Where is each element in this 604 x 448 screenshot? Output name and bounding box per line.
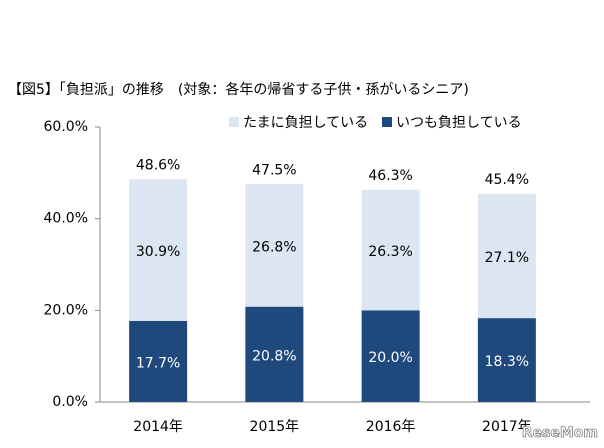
value-label: 20.0% <box>368 350 412 366</box>
value-label: 27.1% <box>485 250 529 266</box>
bar-segment <box>245 306 304 402</box>
value-label: 18.3% <box>485 354 529 370</box>
total-label: 46.3% <box>368 168 412 184</box>
value-label: 26.3% <box>368 244 412 260</box>
bar-segment <box>361 189 420 311</box>
value-label: 17.7% <box>136 355 180 371</box>
watermark: ReseMom <box>522 425 598 441</box>
legend-label: いつも負担している <box>396 115 522 131</box>
value-label: 26.8% <box>252 239 296 255</box>
total-label: 45.4% <box>485 172 529 188</box>
bar-segment <box>477 318 536 402</box>
y-tick-label: 0.0% <box>52 394 88 410</box>
bar-segment <box>129 179 188 321</box>
y-tick-label: 40.0% <box>44 211 88 227</box>
bar-segment <box>477 193 536 319</box>
x-tick-label: 2016年 <box>366 419 416 435</box>
value-label: 20.8% <box>252 348 296 364</box>
y-tick-label: 60.0% <box>44 119 88 135</box>
chart-title: 【図5】「負担派」の推移 (対象：各年の帰省する子供・孫がいるシニア) <box>8 81 469 98</box>
legend-label: たまに負担している <box>243 115 368 131</box>
x-tick-label: 2015年 <box>250 419 300 435</box>
bar-segment <box>361 310 420 402</box>
legend-swatch <box>382 117 392 127</box>
bar-segment <box>245 183 304 307</box>
y-tick-label: 20.0% <box>44 302 88 318</box>
x-tick-label: 2017年 <box>482 419 532 435</box>
legend-swatch <box>229 117 239 127</box>
bar-segment <box>129 320 188 402</box>
value-label: 30.9% <box>136 244 180 260</box>
total-label: 47.5% <box>252 162 296 178</box>
total-label: 48.6% <box>136 157 180 173</box>
x-tick-label: 2014年 <box>133 419 183 435</box>
